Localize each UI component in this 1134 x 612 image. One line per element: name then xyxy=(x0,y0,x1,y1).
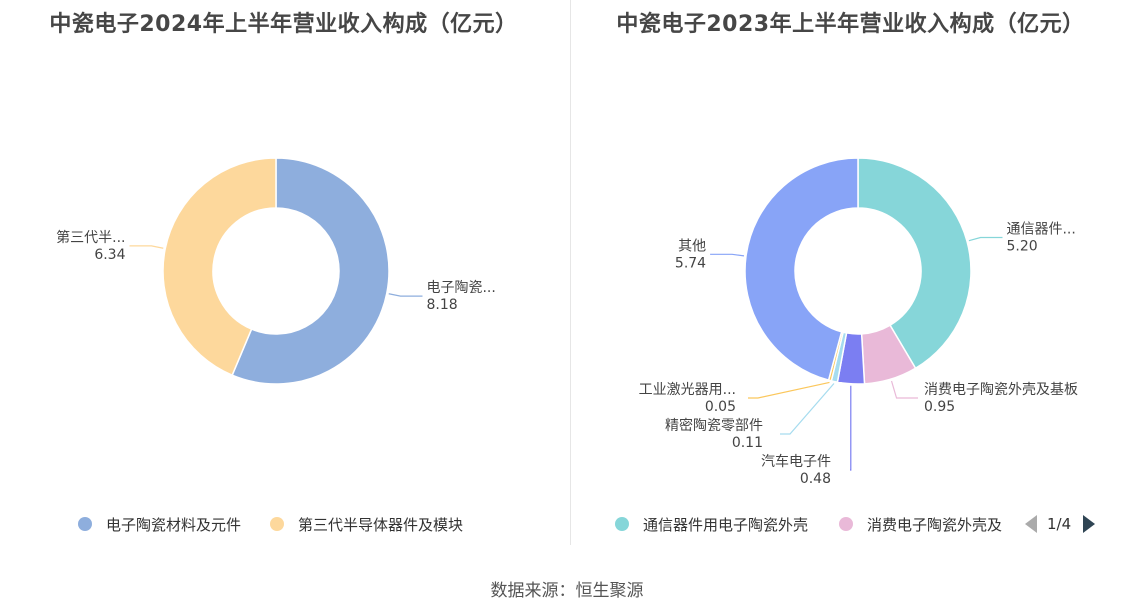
pie-slice[interactable] xyxy=(744,157,859,382)
label-leader-line xyxy=(850,385,852,471)
slice-value-label: 5.20 xyxy=(1006,238,1037,254)
slice-value-label: 0.11 xyxy=(732,435,763,451)
slice-name-label: 精密陶瓷零部件 xyxy=(665,417,763,434)
legend-item-semiconductor[interactable]: 第三代半导体器件及模块 xyxy=(270,512,463,536)
slice-name-label: 电子陶瓷... xyxy=(426,280,495,296)
legend-marker xyxy=(839,517,853,531)
slice-name-label: 其他 xyxy=(678,238,706,254)
slice-value-label: 8.18 xyxy=(426,297,457,313)
label-leader-line xyxy=(710,253,745,257)
legend-label: 第三代半导体器件及模块 xyxy=(298,515,464,534)
legend-label: 电子陶瓷材料及元件 xyxy=(106,515,242,534)
slice-value-label: 0.48 xyxy=(800,471,831,487)
legend-item-ceramics[interactable]: 电子陶瓷材料及元件 xyxy=(78,512,241,536)
legend: 通信器件用电子陶瓷外壳 消费电子陶瓷外壳及 xyxy=(567,512,1134,536)
legend-pager: 1/4 xyxy=(1025,512,1096,536)
legend-item-consumer[interactable]: 消费电子陶瓷外壳及 xyxy=(839,512,1002,536)
slice-name-label: 消费电子陶瓷外壳及基板 xyxy=(924,381,1078,398)
chart-panel-2024: 中瓷电子2024年上半年营业收入构成（亿元） 电子陶瓷... 8.18 第三代半..… xyxy=(0,0,567,545)
donut-chart-2024: 电子陶瓷...8.18 第三代半...6.34 xyxy=(56,157,496,385)
chart-title: 中瓷电子2023年上半年营业收入构成（亿元） xyxy=(616,12,1085,37)
legend-marker xyxy=(78,517,92,531)
legend-label: 通信器件用电子陶瓷外壳 xyxy=(643,515,809,534)
chart-title: 中瓷电子2024年上半年营业收入构成（亿元） xyxy=(49,12,518,37)
label-leader-line xyxy=(780,383,835,435)
slice-value-label: 5.74 xyxy=(675,255,706,271)
data-source: 数据来源：恒生聚源 xyxy=(490,581,644,601)
panel-divider xyxy=(570,0,571,545)
legend-item-telecom[interactable]: 通信器件用电子陶瓷外壳 xyxy=(615,512,808,536)
label-leader-line xyxy=(129,245,164,249)
pie-slice[interactable] xyxy=(162,157,277,377)
legend: 电子陶瓷材料及元件 第三代半导体器件及模块 xyxy=(0,512,567,536)
slice-name-label: 第三代半... xyxy=(56,229,125,246)
slice-name-label: 汽车电子件 xyxy=(761,453,831,470)
slice-name-label: 工业激光器用... xyxy=(639,381,736,398)
pie-slice[interactable] xyxy=(857,157,972,370)
pager-next-arrow-icon[interactable] xyxy=(1083,515,1096,533)
slice-value-label: 6.34 xyxy=(94,247,125,263)
pager-text: 1/4 xyxy=(1047,515,1072,533)
label-leader-line xyxy=(890,380,918,399)
pie-slice[interactable] xyxy=(231,157,390,385)
slice-value-label: 0.05 xyxy=(705,399,736,415)
legend-marker xyxy=(270,517,284,531)
slice-name-label: 通信器件... xyxy=(1006,221,1075,237)
pager-prev-arrow-icon[interactable] xyxy=(1025,515,1037,533)
legend-label: 消费电子陶瓷外壳及 xyxy=(867,515,1003,534)
chart-panel-2023: 中瓷电子2023年上半年营业收入构成（亿元） 通信器件... 5.20 消费电子陶瓷… xyxy=(567,0,1134,545)
label-leader-line xyxy=(968,236,1003,242)
legend-marker xyxy=(615,517,629,531)
slice-value-label: 0.95 xyxy=(924,399,955,415)
label-leader-line xyxy=(748,381,830,399)
label-leader-line xyxy=(388,293,423,297)
